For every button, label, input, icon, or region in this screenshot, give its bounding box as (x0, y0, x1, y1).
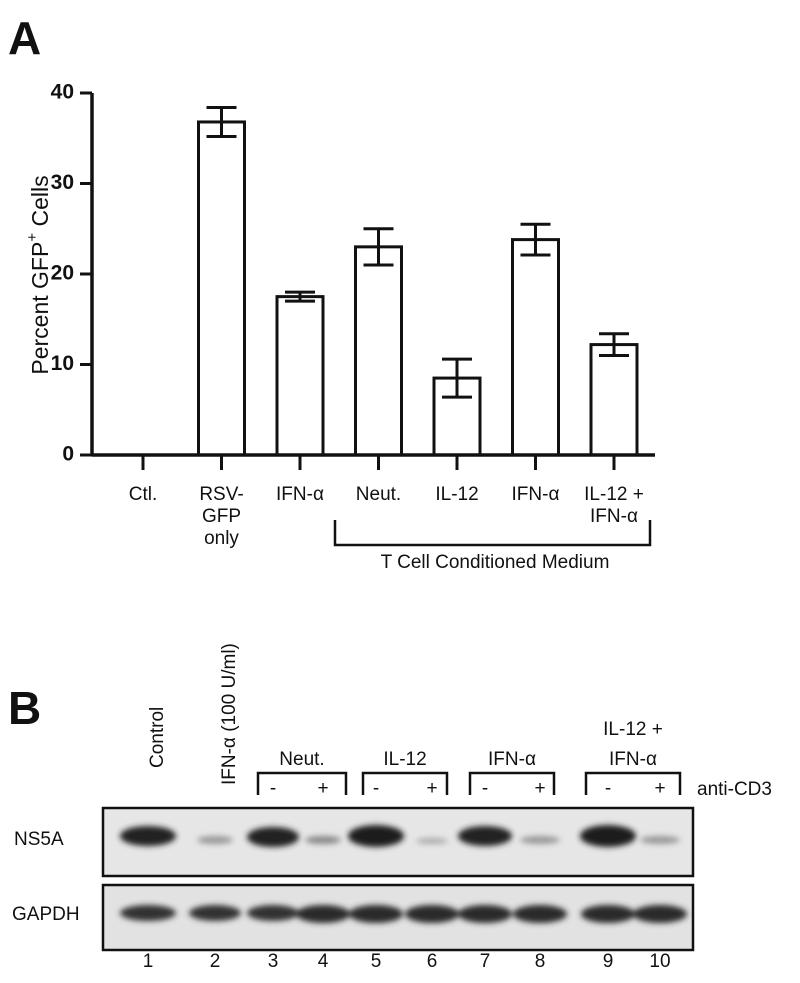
band (520, 836, 560, 844)
x-tick-label: Neut. (356, 484, 401, 505)
lane-number: 10 (649, 951, 670, 972)
band (296, 905, 350, 923)
lane-number: 1 (143, 951, 154, 972)
bar (511, 238, 560, 457)
band (247, 905, 299, 921)
group-bracket (468, 771, 556, 795)
x-tick-label: only (204, 528, 239, 549)
band (581, 905, 635, 923)
band (349, 905, 403, 923)
group-bracket (584, 771, 682, 795)
error-bar (206, 105, 237, 138)
lane-number: 3 (268, 951, 279, 972)
treatment-sign: - (605, 778, 611, 799)
lane-header: IFN-α (100 U/ml) (219, 643, 240, 785)
panel-label: B (8, 682, 41, 734)
y-tick-label: 10 (51, 352, 74, 375)
bands (120, 825, 687, 923)
treatment-sign: - (373, 778, 379, 799)
error-bar (520, 222, 551, 257)
error-bar (442, 357, 472, 399)
band (247, 827, 299, 847)
band (305, 836, 341, 844)
treatment-sign: + (426, 778, 437, 799)
band (458, 826, 512, 846)
group-bracket (361, 771, 449, 795)
x-tick-label: IL-12 + (584, 484, 644, 505)
blot-labels: Neut.- +IL-12- +IFN-α- +IL-12 +IFN-α- +1 2 3 4 5… (143, 719, 682, 972)
x-tick-label: IL-12 (435, 484, 478, 505)
panel-label: A (8, 12, 41, 64)
treatment-sign: - (270, 778, 276, 799)
treatment-sign: + (534, 778, 545, 799)
x-tick-label: GFP (202, 506, 241, 527)
band (416, 838, 448, 844)
band (348, 825, 404, 847)
group-label: IL-12 + (603, 719, 663, 740)
treatment-sign: + (654, 778, 665, 799)
x-tick-label: Ctl. (129, 484, 158, 505)
group-label: IFN-α (609, 749, 657, 770)
y-tick-label: 0 (62, 443, 74, 466)
lane-number: 8 (535, 951, 546, 972)
band (458, 905, 512, 923)
group-bracket (333, 520, 652, 547)
error-bar (285, 290, 315, 303)
band (513, 905, 567, 923)
lane-number: 9 (603, 951, 614, 972)
y-label-sup: + (24, 233, 41, 242)
band (580, 825, 636, 847)
band (197, 836, 233, 844)
y-tick-label: 40 (51, 81, 74, 104)
lane-number: 5 (371, 951, 382, 972)
lane-number: 6 (427, 951, 438, 972)
y-label-end: Cells (27, 175, 53, 233)
bar (589, 343, 639, 457)
band (120, 826, 176, 846)
band (633, 905, 687, 923)
bar (275, 295, 325, 457)
lane-header: Control (147, 707, 168, 768)
treatment-sign: - (482, 778, 488, 799)
band (189, 905, 241, 921)
bar (354, 245, 403, 457)
lane-number: 4 (318, 951, 329, 972)
bar (197, 120, 246, 457)
x-tick-label: IFN-α (276, 484, 324, 505)
error-bar (599, 332, 629, 357)
row-label: GAPDH (12, 904, 80, 925)
x-tick-label: IFN-α (512, 484, 560, 505)
band (405, 905, 459, 923)
y-tick-label: 30 (51, 171, 74, 194)
lane-number: 7 (480, 951, 491, 972)
error-bar (363, 227, 394, 267)
treatment-label: anti-CD3 (697, 779, 772, 800)
group-bracket (256, 771, 348, 795)
band (120, 905, 176, 921)
x-tick-label: IFN-α (590, 506, 638, 527)
row-label: NS5A (14, 829, 64, 850)
bracket-label: T Cell Conditioned Medium (381, 552, 610, 573)
y-label-text: Percent GFP (27, 242, 53, 375)
group-label: IFN-α (488, 749, 536, 770)
lane-number: 2 (210, 951, 221, 972)
y-axis-label: Percent GFP+ Cells (24, 175, 53, 374)
group-label: IL-12 (383, 749, 426, 770)
x-tick-label: RSV- (199, 484, 243, 505)
treatment-sign: + (317, 778, 328, 799)
band (640, 836, 680, 844)
group-label: Neut. (279, 749, 324, 770)
y-tick-label: 20 (51, 262, 74, 285)
